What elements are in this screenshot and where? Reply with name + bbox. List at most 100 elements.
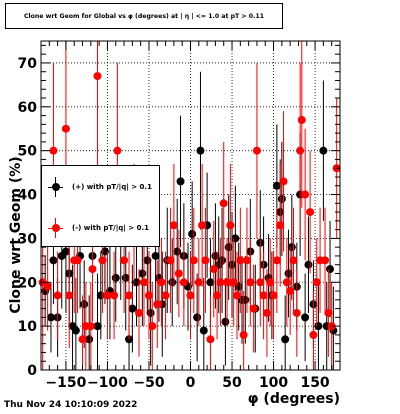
data-point (218, 256, 227, 265)
y-tick-label: 60 (18, 100, 38, 116)
data-point (306, 208, 315, 217)
data-point (301, 190, 310, 199)
data-point (249, 304, 258, 313)
data-point (209, 265, 218, 274)
data-point (229, 278, 238, 287)
data-point (49, 146, 58, 155)
y-tick-label: 20 (18, 275, 38, 291)
data-point (86, 322, 95, 331)
data-point (146, 308, 155, 317)
data-point (312, 278, 321, 287)
data-point (121, 273, 130, 282)
data-point (246, 278, 255, 287)
legend-marker-black (48, 177, 64, 197)
series-1 (38, 41, 341, 370)
data-point (88, 265, 97, 274)
data-point (314, 322, 323, 331)
data-point (269, 291, 278, 300)
data-point (138, 269, 147, 278)
data-point (279, 177, 288, 186)
data-point (148, 322, 157, 331)
legend: (+) with pT/|q| > 0.1 (-) with pT/|q| > … (41, 165, 160, 247)
data-point (206, 278, 215, 287)
data-point (228, 260, 237, 269)
data-point (236, 256, 245, 265)
data-point (169, 221, 178, 230)
data-point (239, 330, 248, 339)
data-point (111, 273, 120, 282)
data-point (80, 300, 89, 309)
data-point (61, 247, 70, 256)
data-point (289, 256, 298, 265)
data-point (188, 230, 197, 239)
data-point (120, 256, 129, 265)
data-point (78, 335, 87, 344)
data-point (135, 308, 144, 317)
data-point (113, 146, 122, 155)
data-point (166, 256, 175, 265)
data-point (281, 335, 290, 344)
data-point (211, 251, 220, 260)
data-point (301, 313, 310, 322)
data-point (199, 326, 208, 335)
data-point (242, 256, 251, 265)
data-point (139, 278, 148, 287)
legend-label-plus: (+) with pT/|q| > 0.1 (72, 183, 152, 191)
data-point (168, 278, 177, 287)
data-point (276, 221, 285, 230)
data-point (226, 221, 235, 230)
data-point (196, 146, 205, 155)
data-point (198, 221, 207, 230)
data-point (186, 291, 195, 300)
x-tick-label: 100 (259, 375, 288, 391)
data-point (61, 124, 70, 133)
data-point (93, 322, 102, 331)
legend-item-minus: (-) with pT/|q| > 0.1 (48, 218, 149, 238)
x-tick-label: 50 (222, 375, 242, 391)
data-point (193, 313, 202, 322)
data-point (151, 251, 160, 260)
data-point (223, 278, 232, 287)
data-point (65, 291, 74, 300)
chart-title: Clone wrt Geom for Global vs φ (degrees)… (5, 3, 283, 29)
data-point (277, 194, 286, 203)
data-point (46, 313, 55, 322)
data-point (103, 291, 112, 300)
data-point (297, 115, 306, 124)
data-point (143, 256, 152, 265)
x-tick-label: 0 (186, 375, 196, 391)
x-tick-label: 150 (300, 375, 329, 391)
timestamp: Thu Nov 24 10:10:09 2022 (4, 400, 138, 410)
data-point (43, 282, 52, 291)
data-point (73, 256, 82, 265)
data-point (125, 291, 134, 300)
data-point (282, 278, 291, 287)
x-axis-label: φ (degrees) (247, 391, 340, 407)
y-tick-label: 30 (18, 231, 38, 247)
data-point (174, 269, 183, 278)
axes: −150 −100 −50 0 50 100 150 0 10 20 30 40 50 60 70 (18, 40, 341, 391)
data-point (266, 278, 275, 287)
data-point (173, 247, 182, 256)
data-point (206, 335, 215, 344)
data-point (262, 308, 271, 317)
data-point (309, 330, 318, 339)
data-point (194, 278, 203, 287)
data-point (213, 291, 222, 300)
data-point (221, 317, 230, 326)
legend-marker-red (48, 218, 64, 238)
data-point (259, 291, 268, 300)
data-point (252, 146, 261, 155)
data-point (256, 278, 265, 287)
data-point (324, 308, 333, 317)
data-point (161, 291, 170, 300)
x-tick-label: −50 (133, 375, 164, 391)
x-tick-label: −100 (87, 375, 128, 391)
data-point (53, 291, 62, 300)
data-point (292, 308, 301, 317)
data-point (93, 72, 102, 81)
data-point (296, 146, 305, 155)
x-tick-label: −150 (45, 375, 86, 391)
data-point (321, 256, 330, 265)
